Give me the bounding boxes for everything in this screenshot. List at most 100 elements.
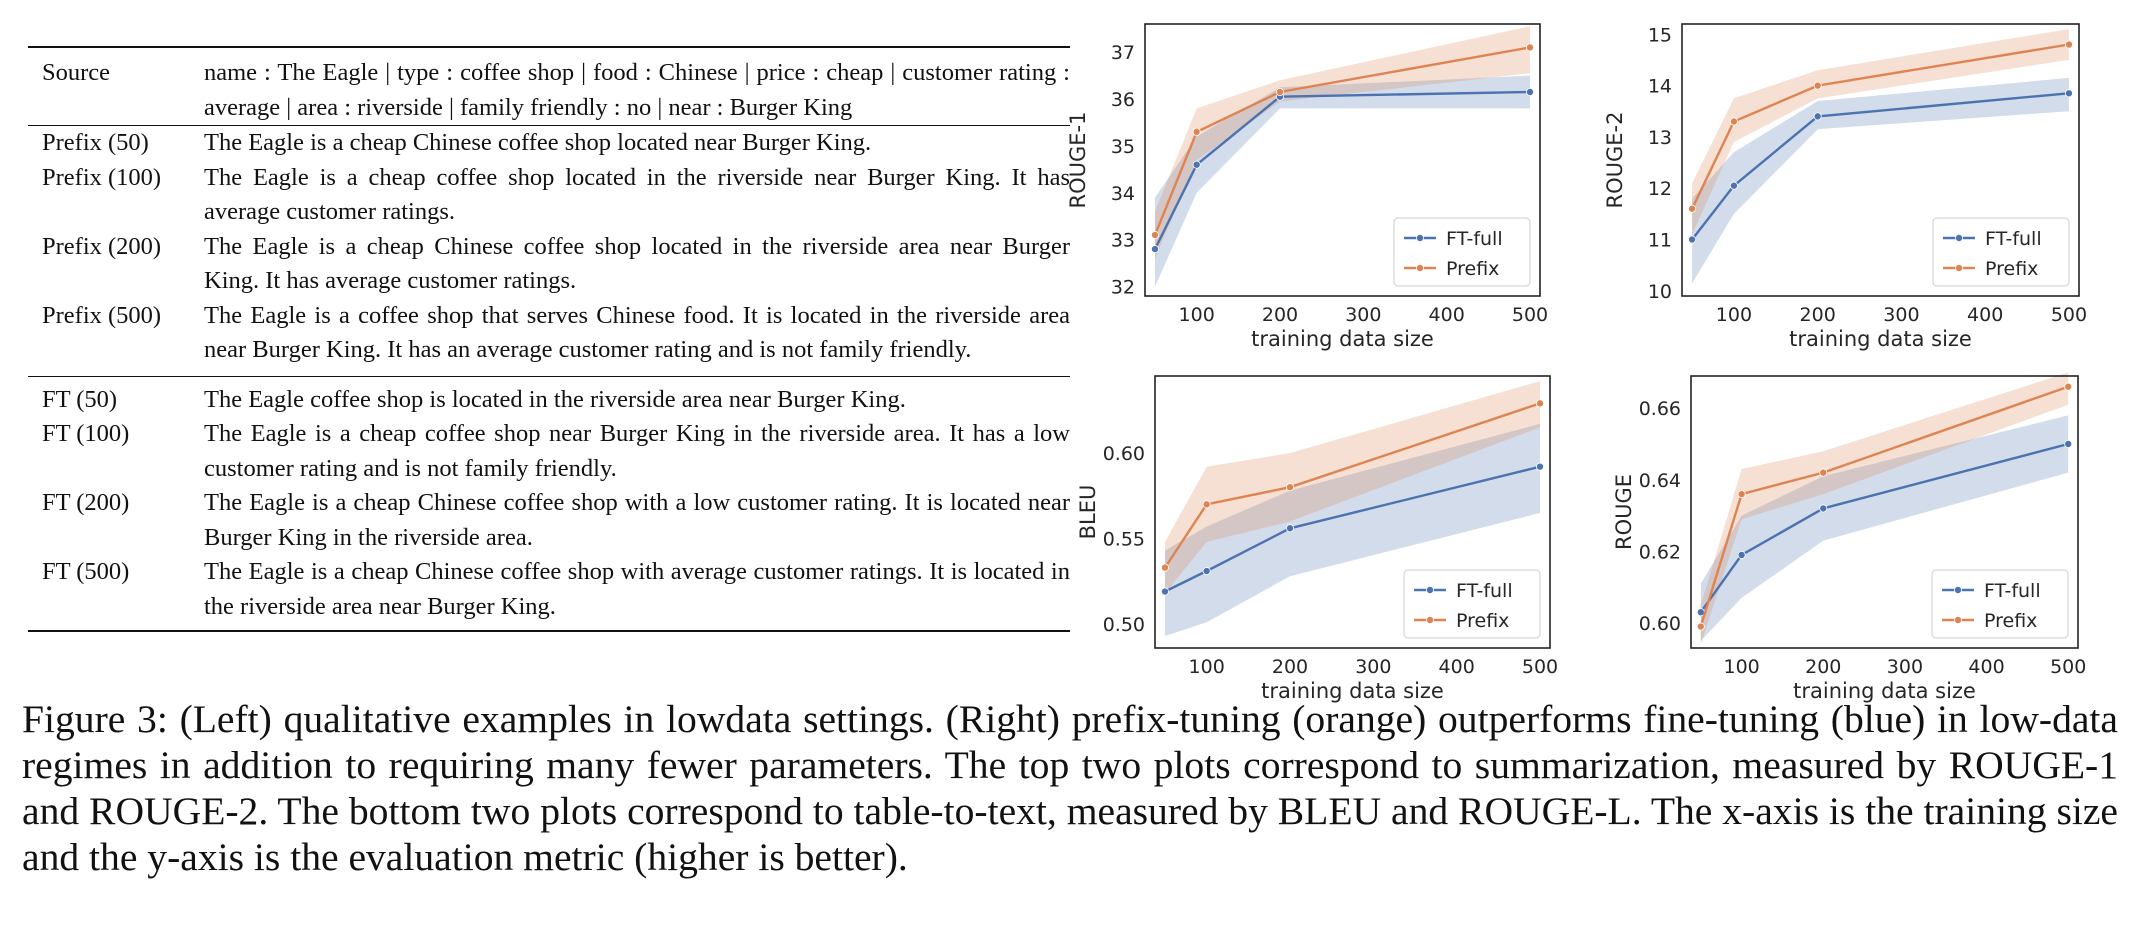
ft-group: FT (50) The Eagle coffee shop is located… — [28, 376, 1070, 631]
series-line-1 — [1153, 46, 1531, 236]
confidence-band-0 — [1165, 423, 1540, 636]
y-tick-label: 35 — [1111, 136, 1135, 158]
row-text: The Eagle is a cheap Chinese coffee shop… — [204, 489, 1070, 551]
y-tick-label: 0.55 — [1103, 529, 1145, 551]
y-tick-label: 37 — [1111, 42, 1135, 64]
x-tick-label: 400 — [1439, 656, 1475, 678]
x-axis-label: training data size — [1793, 679, 1976, 703]
legend: FT-full Prefix — [1393, 217, 1531, 287]
row-text: The Eagle is a cheap coffee shop near Bu… — [204, 420, 1070, 482]
row-label: FT (100) — [42, 420, 130, 447]
data-point — [1161, 587, 1170, 596]
data-point — [1285, 524, 1294, 533]
data-point — [1737, 490, 1746, 499]
x-tick-label: 100 — [1716, 304, 1752, 326]
y-tick-label: 32 — [1111, 277, 1135, 299]
plot-frame — [1144, 23, 1541, 297]
x-tick-label: 500 — [2051, 304, 2087, 326]
table-row: FT (100) The Eagle is a cheap coffee sho… — [28, 417, 1070, 486]
x-tick-label: 500 — [1512, 304, 1548, 326]
y-axis-label: ROUGE-1 — [1066, 112, 1090, 209]
series-line-1 — [1691, 43, 2070, 210]
x-tick-label: 200 — [1262, 304, 1298, 326]
row-label: Source — [42, 59, 111, 86]
rouge-l-chart: 100 200 300 400 500 0.60 0.62 0.64 0.66 training … — [1612, 372, 2086, 703]
y-tick-label: 13 — [1648, 127, 1672, 149]
data-point — [1202, 567, 1211, 576]
row-text: name : The Eagle | type : coffee shop | … — [204, 59, 1070, 121]
legend-marker — [1425, 585, 1434, 594]
legend: FT-full Prefix — [1403, 569, 1541, 639]
y-axis-label: ROUGE — [1612, 474, 1636, 550]
row-label: FT (50) — [42, 385, 118, 413]
x-tick-label: 100 — [1189, 656, 1225, 678]
row-label: Prefix (100) — [42, 163, 162, 191]
y-tick-label: 0.60 — [1639, 613, 1681, 635]
row-text: The Eagle coffee shop is located in the … — [204, 385, 906, 413]
data-point — [1192, 127, 1201, 136]
data-point — [1819, 468, 1828, 477]
legend-entry: FT-full — [1985, 228, 2042, 250]
table-row: Source name : The Eagle | type : coffee … — [28, 47, 1070, 126]
y-tick-label: 10 — [1648, 281, 1672, 303]
y-axis-label: BLEU — [1076, 485, 1100, 540]
legend-entry: Prefix — [1984, 610, 2037, 632]
legend-entry: Prefix — [1985, 258, 2038, 280]
x-tick-label: 400 — [1968, 656, 2004, 678]
confidence-band-1 — [1155, 26, 1530, 259]
legend-entry: FT-full — [1984, 580, 2041, 602]
data-point — [1192, 160, 1201, 169]
data-point — [1285, 483, 1294, 492]
plot-frame — [1690, 375, 2079, 649]
y-axis-label: ROUGE-2 — [1603, 112, 1627, 209]
table-row: Prefix (50) The Eagle is a cheap Chinese… — [28, 126, 1070, 161]
series-line-1 — [1163, 402, 1541, 569]
data-point — [1525, 43, 1534, 52]
y-tick-label: 0.60 — [1103, 443, 1145, 465]
data-point — [1161, 563, 1170, 572]
y-tick-label: 15 — [1648, 24, 1672, 46]
y-tick-label: 0.66 — [1639, 398, 1681, 420]
confidence-band-0 — [1700, 415, 2069, 641]
bleu-plot: 100 200 300 400 500 0.50 0.55 0.60 training data… — [1070, 360, 1610, 703]
qualitative-examples-table: Source name : The Eagle | type : coffee … — [28, 46, 1070, 632]
rouge1-chart: 100 200 300 400 500 32 33 34 35 36 37 training data… — [1066, 23, 1548, 351]
y-tick-label: 0.64 — [1639, 470, 1681, 492]
series-line-0 — [1699, 442, 2069, 613]
data-point — [1729, 117, 1738, 126]
y-tick-label: 14 — [1648, 76, 1672, 98]
x-tick-label: 200 — [1272, 656, 1308, 678]
legend-marker — [1425, 615, 1434, 624]
data-point — [1151, 231, 1160, 240]
y-tick-label: 11 — [1648, 230, 1672, 252]
data-point — [1151, 245, 1160, 254]
series-line-0 — [1164, 465, 1541, 593]
data-point — [1525, 88, 1534, 97]
row-label: Prefix (500) — [42, 301, 162, 329]
x-tick-label: 400 — [1429, 304, 1465, 326]
legend-marker — [1954, 263, 1963, 272]
row-label: FT (200) — [42, 489, 130, 516]
y-tick-label: 34 — [1111, 183, 1135, 205]
table-row: Prefix (500) The Eagle is a coffee shop … — [28, 299, 1070, 377]
legend-marker — [1954, 233, 1963, 242]
figure-caption: Figure 3: (Left) qualitative examples in… — [22, 697, 2118, 879]
x-tick-label: 300 — [1345, 304, 1381, 326]
data-point — [1696, 622, 1705, 631]
y-tick-label: 0.50 — [1103, 614, 1145, 636]
confidence-band-1 — [1692, 29, 2069, 235]
legend: FT-full Prefix — [1932, 217, 2070, 287]
examples-table: Source name : The Eagle | type : coffee … — [28, 46, 1070, 632]
legend-entry: FT-full — [1446, 228, 1503, 250]
data-point — [1813, 81, 1822, 90]
data-point — [1688, 235, 1697, 244]
x-tick-label: 500 — [1522, 656, 1558, 678]
x-tick-label: 200 — [1800, 304, 1836, 326]
data-point — [2064, 382, 2073, 391]
series-line-0 — [1153, 90, 1531, 250]
table-row: FT (200) The Eagle is a cheap Chinese co… — [28, 486, 1070, 555]
legend-marker — [1415, 263, 1424, 272]
legend-entry: FT-full — [1456, 580, 1513, 602]
row-label: Prefix (200) — [42, 232, 162, 260]
data-point — [2064, 89, 2073, 98]
